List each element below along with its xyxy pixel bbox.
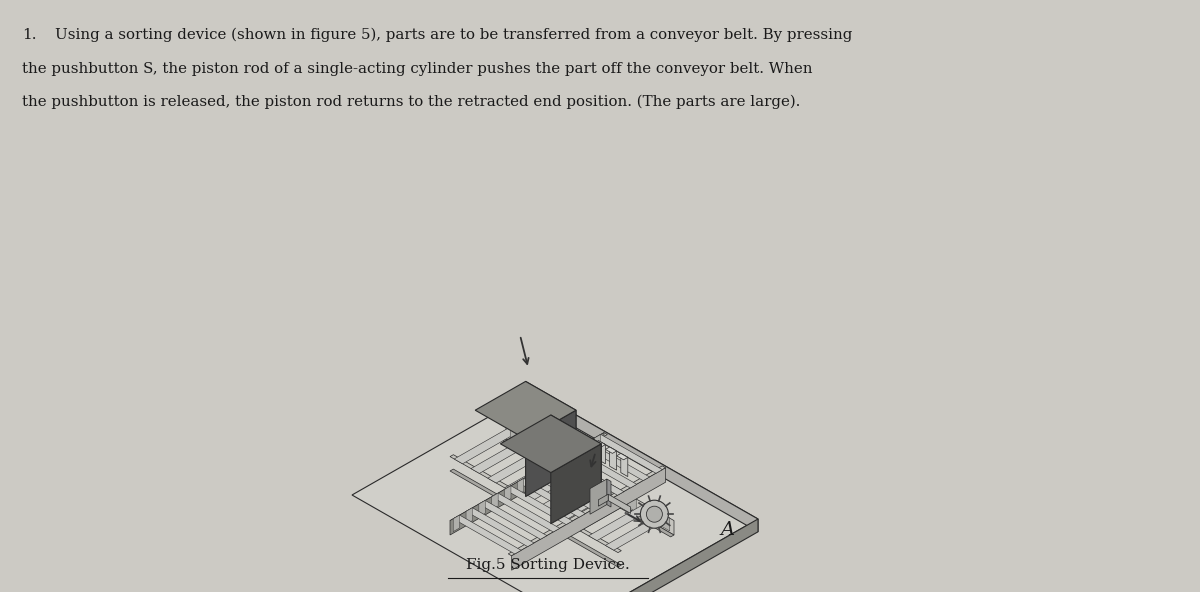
Polygon shape xyxy=(594,435,662,473)
Polygon shape xyxy=(479,500,485,517)
Polygon shape xyxy=(500,415,601,472)
Polygon shape xyxy=(556,456,624,496)
Text: Fig.5 Sorting Device.: Fig.5 Sorting Device. xyxy=(466,558,630,572)
Polygon shape xyxy=(534,391,758,532)
Polygon shape xyxy=(620,453,628,477)
Polygon shape xyxy=(606,447,617,453)
Polygon shape xyxy=(454,515,521,554)
Polygon shape xyxy=(539,475,602,512)
Polygon shape xyxy=(577,465,586,483)
Text: the pushbutton is released, the piston rod returns to the retracted end position: the pushbutton is released, the piston r… xyxy=(22,95,800,110)
Polygon shape xyxy=(530,471,599,510)
Text: the pushbutton S, the piston rod of a single-acting cylinder pushes the part off: the pushbutton S, the piston rod of a si… xyxy=(22,62,812,76)
Polygon shape xyxy=(505,456,569,493)
Polygon shape xyxy=(466,508,534,546)
Circle shape xyxy=(647,506,662,522)
Polygon shape xyxy=(503,439,674,537)
Polygon shape xyxy=(544,446,552,464)
Polygon shape xyxy=(569,449,575,465)
Polygon shape xyxy=(551,444,601,524)
Polygon shape xyxy=(608,494,631,513)
Polygon shape xyxy=(492,493,559,532)
Polygon shape xyxy=(599,494,608,506)
Polygon shape xyxy=(590,479,607,514)
Polygon shape xyxy=(450,469,622,567)
Polygon shape xyxy=(510,427,518,445)
Polygon shape xyxy=(527,437,535,454)
Polygon shape xyxy=(509,466,666,556)
Polygon shape xyxy=(517,478,523,495)
Polygon shape xyxy=(594,440,606,447)
Polygon shape xyxy=(450,455,622,552)
Polygon shape xyxy=(530,471,536,488)
Polygon shape xyxy=(450,433,607,523)
Polygon shape xyxy=(492,493,498,510)
Polygon shape xyxy=(454,427,518,464)
Polygon shape xyxy=(511,468,666,570)
Polygon shape xyxy=(526,410,576,497)
Polygon shape xyxy=(521,465,586,502)
Circle shape xyxy=(641,500,668,528)
Text: Using a sorting device (shown in figure 5), parts are to be transferred from a c: Using a sorting device (shown in figure … xyxy=(55,28,852,43)
Polygon shape xyxy=(607,479,611,507)
Polygon shape xyxy=(504,486,572,525)
Polygon shape xyxy=(606,513,670,550)
Polygon shape xyxy=(644,504,653,522)
Polygon shape xyxy=(571,494,636,531)
Polygon shape xyxy=(628,494,636,512)
Polygon shape xyxy=(506,424,674,535)
Polygon shape xyxy=(554,485,619,522)
Polygon shape xyxy=(582,442,588,458)
Polygon shape xyxy=(594,435,601,451)
Polygon shape xyxy=(611,485,619,502)
Polygon shape xyxy=(610,447,617,470)
Polygon shape xyxy=(517,478,586,517)
Polygon shape xyxy=(504,486,511,502)
Polygon shape xyxy=(487,446,552,483)
Polygon shape xyxy=(450,433,604,535)
Polygon shape xyxy=(594,475,602,493)
Polygon shape xyxy=(544,464,611,503)
Polygon shape xyxy=(352,391,758,592)
Polygon shape xyxy=(470,437,535,474)
Polygon shape xyxy=(599,440,606,464)
Polygon shape xyxy=(661,513,670,531)
Polygon shape xyxy=(582,442,649,481)
Polygon shape xyxy=(454,515,460,532)
Polygon shape xyxy=(526,381,576,468)
Polygon shape xyxy=(617,453,628,460)
Polygon shape xyxy=(560,456,569,474)
Polygon shape xyxy=(588,504,653,540)
Polygon shape xyxy=(551,415,601,495)
Polygon shape xyxy=(466,508,473,525)
Text: A: A xyxy=(720,521,734,539)
Polygon shape xyxy=(569,449,637,488)
Polygon shape xyxy=(576,519,758,592)
Polygon shape xyxy=(479,500,547,539)
Polygon shape xyxy=(544,464,550,480)
Text: 1.: 1. xyxy=(22,28,36,42)
Polygon shape xyxy=(475,381,576,439)
Polygon shape xyxy=(556,456,563,473)
